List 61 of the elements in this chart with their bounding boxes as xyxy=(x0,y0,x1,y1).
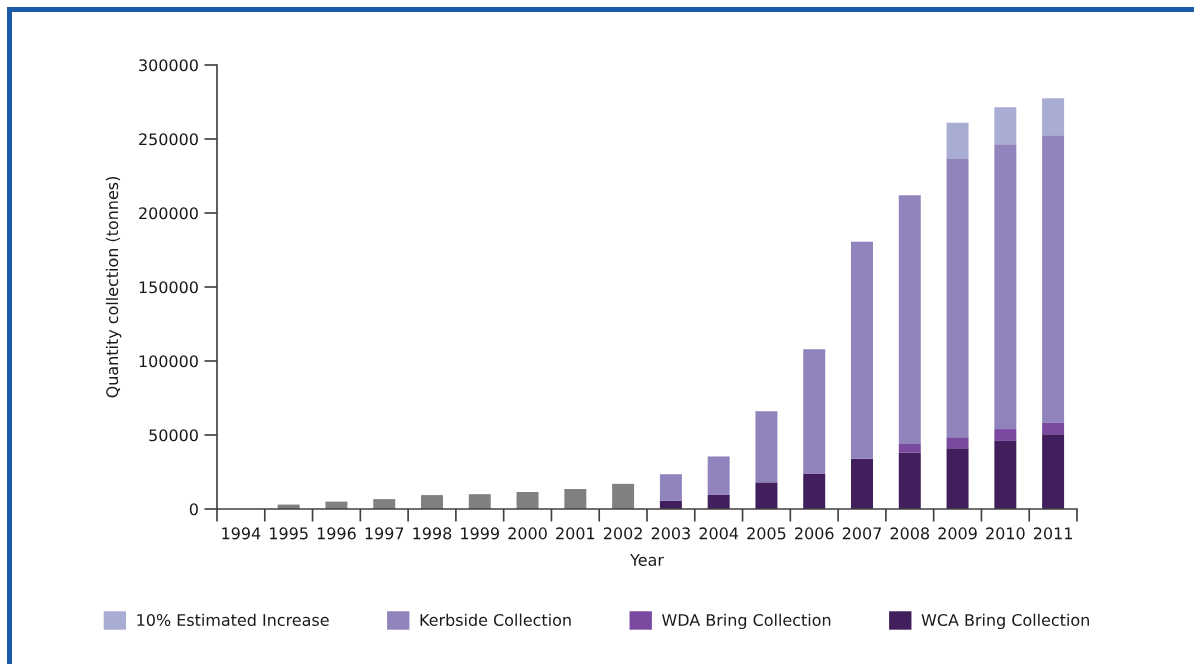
legend-label: WDA Bring Collection xyxy=(662,613,831,630)
bar xyxy=(612,483,635,509)
bar xyxy=(1042,135,1065,423)
x-tick-label: 2001 xyxy=(556,527,595,540)
y-tick-label: 150000 xyxy=(139,281,198,294)
x-tick-label: 1998 xyxy=(413,527,452,540)
bar xyxy=(994,144,1017,430)
bar xyxy=(707,494,730,509)
x-tick-label: 2011 xyxy=(1033,527,1072,540)
x-tick-label: 2002 xyxy=(603,527,642,540)
y-tick-label: 50000 xyxy=(149,429,198,442)
bar xyxy=(516,491,539,509)
bar xyxy=(803,349,826,474)
bar xyxy=(994,440,1017,509)
x-tick-label: 2006 xyxy=(795,527,834,540)
x-tick-label: 2005 xyxy=(747,527,786,540)
legend-label: WCA Bring Collection xyxy=(921,613,1089,630)
bar xyxy=(1042,434,1065,509)
bar xyxy=(755,411,778,483)
y-tick-label: 300000 xyxy=(139,59,198,72)
x-tick-label: 2003 xyxy=(651,527,690,540)
x-tick-label: 1996 xyxy=(317,527,356,540)
legend-label: 10% Estimated Increase xyxy=(137,613,329,627)
bar xyxy=(373,499,396,509)
x-tick-label: 1994 xyxy=(222,527,261,540)
bar xyxy=(659,474,682,501)
y-tick-label: 100000 xyxy=(139,355,198,368)
bar xyxy=(564,489,587,509)
bar xyxy=(946,448,969,509)
bar xyxy=(898,452,921,509)
bar xyxy=(994,429,1017,441)
bar xyxy=(994,107,1017,145)
x-tick-label: 2008 xyxy=(890,527,930,540)
y-tick-label: 0 xyxy=(189,503,198,516)
bar xyxy=(851,241,873,459)
bar xyxy=(851,458,873,509)
bar xyxy=(898,195,921,444)
y-axis-title: Quantity collection (tonnes) xyxy=(105,177,122,398)
x-tick-label: 1995 xyxy=(270,527,308,540)
x-tick-label: 2000 xyxy=(508,527,547,540)
bar xyxy=(803,473,826,509)
bar xyxy=(946,437,969,449)
x-tick-label: 1997 xyxy=(365,527,404,540)
bar xyxy=(421,495,443,509)
x-tick-label: 2007 xyxy=(842,527,881,540)
x-tick-label: 2009 xyxy=(938,527,977,540)
bar xyxy=(1042,98,1065,136)
bar xyxy=(755,482,778,509)
x-tick-label: 2004 xyxy=(699,527,739,540)
y-tick-label: 200000 xyxy=(139,207,198,220)
bar xyxy=(468,494,491,509)
bar xyxy=(946,122,969,159)
bar xyxy=(707,456,730,495)
bar xyxy=(946,158,969,438)
x-tick-label: 2010 xyxy=(986,527,1025,540)
x-tick-label: 1999 xyxy=(461,527,499,540)
bar xyxy=(898,443,921,453)
y-tick-label: 250000 xyxy=(139,133,198,146)
legend-label: Kerbside Collection xyxy=(420,613,571,627)
bar xyxy=(1042,422,1065,435)
x-axis-title: Year xyxy=(630,554,664,566)
